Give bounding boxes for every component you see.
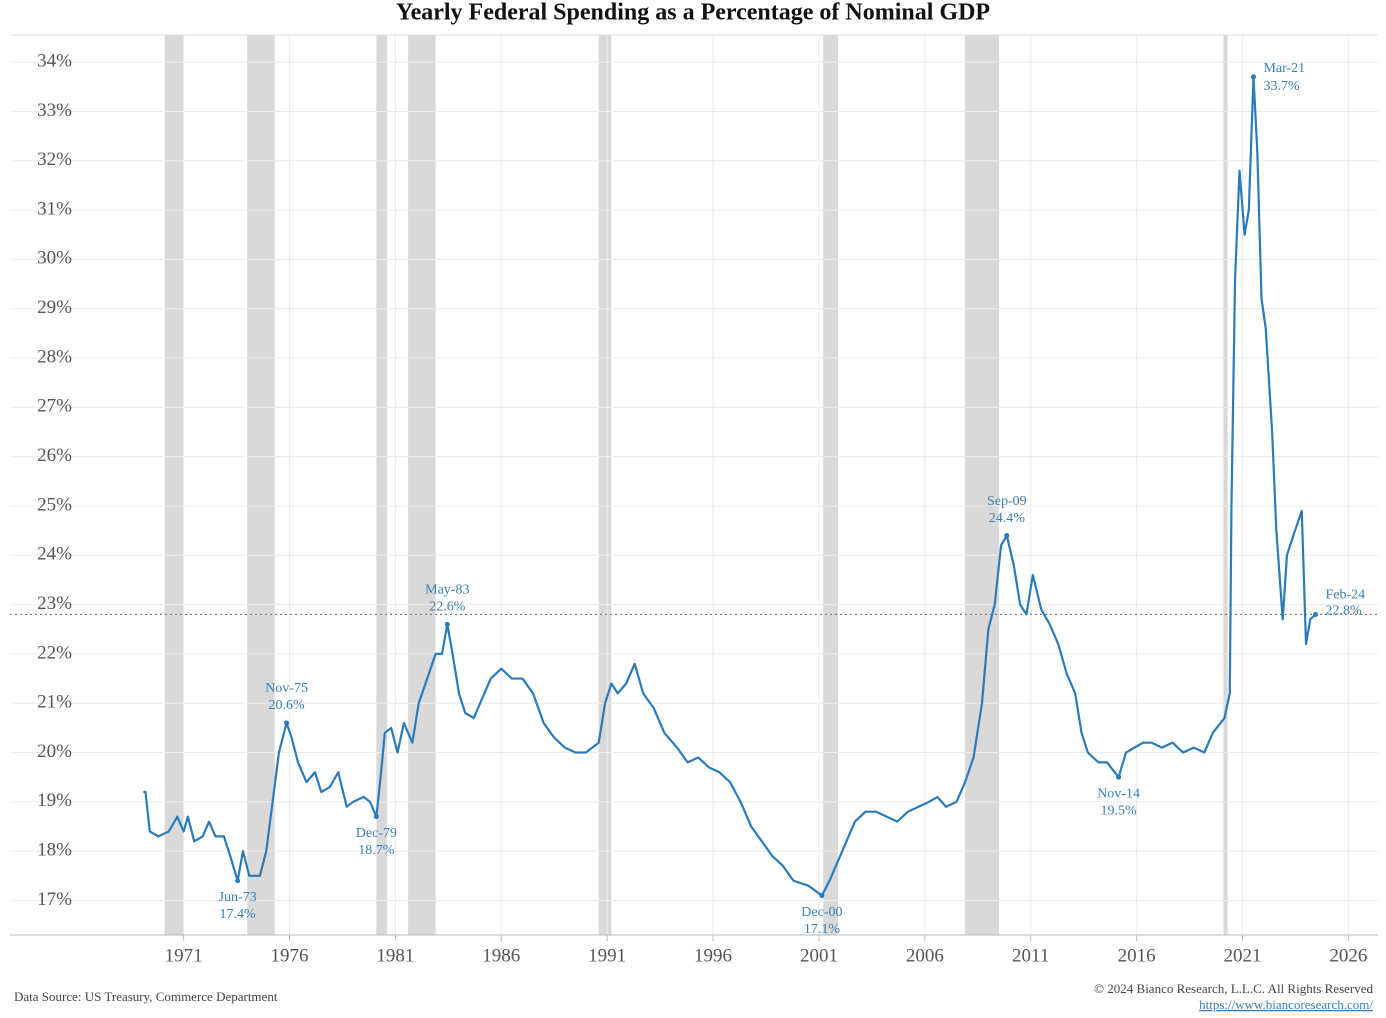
annotation-value: 22.8% xyxy=(1326,604,1363,619)
annotation-marker xyxy=(1250,74,1256,80)
annotation-marker xyxy=(235,878,241,884)
x-tick-label: 1996 xyxy=(694,945,732,966)
y-tick-label: 22% xyxy=(37,642,72,663)
annotation-value: 17.4% xyxy=(220,907,257,922)
x-tick-label: 2016 xyxy=(1118,945,1156,966)
annotation-value: 20.6% xyxy=(268,698,305,713)
annotation-marker xyxy=(819,893,825,899)
y-tick-label: 30% xyxy=(37,248,72,269)
recession-band xyxy=(376,35,387,935)
recession-band xyxy=(408,35,436,935)
y-tick-label: 25% xyxy=(37,494,72,515)
y-tick-label: 21% xyxy=(37,692,72,713)
y-tick-label: 34% xyxy=(37,50,72,71)
source: Data Source: US Treasury, Commerce Depar… xyxy=(14,989,278,1004)
copyright: © 2024 Bianco Research, L.L.C. All Right… xyxy=(1094,981,1373,996)
recession-band xyxy=(247,35,275,935)
x-tick-label: 1976 xyxy=(271,945,309,966)
recession-band xyxy=(598,35,612,935)
x-tick-label: 1971 xyxy=(165,945,203,966)
annotation-marker xyxy=(373,814,379,820)
recession-band xyxy=(164,35,184,935)
series-line xyxy=(143,75,1317,897)
annotation-value: 22.6% xyxy=(429,600,466,615)
x-tick-label: 2006 xyxy=(906,945,944,966)
x-tick-label: 1981 xyxy=(376,945,414,966)
x-tick-label: 2001 xyxy=(800,945,838,966)
y-tick-label: 23% xyxy=(37,593,72,614)
recession-band xyxy=(1223,35,1228,935)
annotation-marker xyxy=(1313,611,1319,617)
x-tick-label: 2021 xyxy=(1223,945,1261,966)
annotation-value: 24.4% xyxy=(989,511,1026,526)
y-tick-label: 29% xyxy=(37,297,72,318)
y-tick-label: 27% xyxy=(37,396,72,417)
annotation-date: Sep-09 xyxy=(987,494,1027,509)
annotation-date: Feb-24 xyxy=(1326,588,1366,603)
y-tick-label: 28% xyxy=(37,346,72,367)
y-tick-label: 17% xyxy=(37,889,72,910)
annotation-date: Jun-73 xyxy=(219,890,257,905)
y-tick-label: 18% xyxy=(37,840,72,861)
annotation-marker xyxy=(1116,774,1122,780)
annotation-value: 18.7% xyxy=(358,843,395,858)
annotation-marker xyxy=(284,720,290,726)
annotation-value: 17.1% xyxy=(804,922,841,937)
x-tick-label: 1991 xyxy=(588,945,626,966)
y-tick-label: 33% xyxy=(37,100,72,121)
recession-band xyxy=(965,35,999,935)
annotation-date: Dec-79 xyxy=(356,826,397,841)
annotation-date: Nov-75 xyxy=(265,681,308,696)
y-tick-label: 32% xyxy=(37,149,72,170)
recession-band xyxy=(823,35,838,935)
y-tick-label: 20% xyxy=(37,741,72,762)
y-tick-label: 24% xyxy=(37,544,72,565)
annotation-value: 33.7% xyxy=(1263,79,1300,94)
annotation-marker xyxy=(444,621,450,627)
annotation-date: Mar-21 xyxy=(1263,61,1305,76)
x-tick-label: 2026 xyxy=(1329,945,1367,966)
url[interactable]: https://www.biancoresearch.com/ xyxy=(1199,997,1373,1012)
y-tick-label: 19% xyxy=(37,790,72,811)
y-tick-label: 31% xyxy=(37,198,72,219)
x-tick-label: 1986 xyxy=(482,945,520,966)
annotation-date: Nov-14 xyxy=(1097,786,1140,801)
annotation-date: May-83 xyxy=(425,583,469,598)
x-tick-label: 2011 xyxy=(1012,945,1049,966)
y-tick-label: 26% xyxy=(37,445,72,466)
annotation-date: Dec-00 xyxy=(801,905,842,920)
chart-title: Yearly Federal Spending as a Percentage … xyxy=(396,0,990,26)
annotation-marker xyxy=(1004,533,1010,539)
annotation-value: 19.5% xyxy=(1101,803,1138,818)
